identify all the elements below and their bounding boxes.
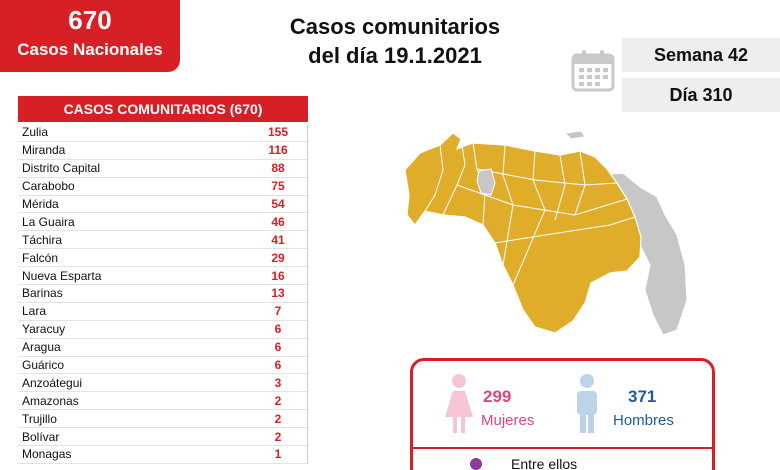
- state-cases: 88: [271, 161, 285, 176]
- state-cases: 1: [274, 447, 282, 462]
- table-row: Miranda 116: [18, 142, 307, 160]
- state-name: Táchira: [22, 232, 63, 247]
- state-cases: 2: [274, 411, 282, 426]
- week-label: Semana 42: [622, 38, 780, 72]
- page-title: Casos comunitarios del día 19.1.2021: [240, 12, 550, 70]
- day-label: Día 310: [622, 78, 780, 112]
- state-name: Trujillo: [22, 411, 57, 426]
- table-row: Barinas 13: [18, 285, 307, 303]
- title-line-2: del día 19.1.2021: [308, 43, 482, 68]
- gender-separator: [410, 447, 715, 449]
- table-row: Lara 7: [18, 303, 307, 321]
- state-cases: 13: [271, 286, 285, 301]
- state-cases: 116: [268, 143, 288, 158]
- map-region-affected: [404, 132, 642, 334]
- bullet-icon: [470, 458, 482, 470]
- table-body: Zulia 155 Miranda 116 Distrito Capital 88 C…: [18, 124, 308, 464]
- state-name: Aragua: [22, 340, 61, 355]
- state-name: Monagas: [22, 447, 72, 462]
- gender-box: [410, 358, 715, 470]
- state-name: Nueva Esparta: [22, 268, 102, 283]
- state-cases: 16: [271, 268, 285, 283]
- table-row: Carabobo 75: [18, 178, 307, 196]
- table-row: Zulia 155: [18, 124, 307, 142]
- map-region-unaffected: [476, 168, 496, 196]
- title-line-1: Casos comunitarios: [289, 14, 501, 39]
- women-count: 299: [483, 387, 512, 406]
- state-cases: 6: [274, 358, 282, 373]
- state-cases: 75: [271, 179, 285, 194]
- table-row: Anzoátegui 3: [18, 374, 307, 393]
- table-row: Nueva Esparta 16: [18, 267, 307, 286]
- state-cases: 2: [274, 429, 282, 444]
- state-cases: 29: [271, 250, 285, 265]
- national-cases-box: 670 Casos Nacionales: [0, 0, 180, 72]
- state-name: Barinas: [22, 286, 63, 301]
- men-count: 371: [628, 387, 657, 406]
- community-cases-table: CASOS COMUNITARIOS (670) Zulia 155 Mirand…: [18, 96, 308, 464]
- men-label: Hombres: [613, 412, 674, 429]
- state-cases: 6: [274, 340, 282, 355]
- table-row: Amazonas 2: [18, 392, 307, 411]
- state-name: Lara: [22, 304, 47, 319]
- state-name: La Guaira: [22, 214, 75, 229]
- state-cases: 7: [274, 304, 282, 319]
- state-name: Zulia: [22, 125, 49, 140]
- table-row: Trujillo 2: [18, 410, 307, 429]
- state-name: Mérida: [22, 197, 59, 211]
- table-row: Mérida 54: [18, 196, 307, 214]
- venezuela-map: [404, 130, 688, 336]
- state-name: Carabobo: [22, 179, 75, 194]
- state-name: Distrito Capital: [22, 161, 101, 176]
- state-name: Amazonas: [22, 393, 79, 408]
- state-cases: 41: [271, 232, 285, 247]
- state-name: Guárico: [22, 358, 65, 373]
- state-name: Falcón: [22, 250, 59, 265]
- woman-icon: [445, 374, 473, 433]
- table-row: Monagas 1: [18, 446, 307, 464]
- national-cases-count: 670: [68, 5, 112, 35]
- state-cases: 54: [271, 197, 285, 211]
- state-name: Bolívar: [22, 429, 60, 444]
- footer-text: Entre ellos: [511, 456, 578, 470]
- state-name: Yaracuy: [22, 322, 66, 337]
- table-row: Yaracuy 6: [18, 321, 307, 339]
- table-row: Bolívar 2: [18, 428, 307, 447]
- national-cases-label: Casos Nacionales: [17, 40, 163, 59]
- table-row: Guárico 6: [18, 357, 307, 375]
- state-cases: 2: [274, 393, 282, 408]
- state-name: Anzoátegui: [22, 375, 83, 390]
- man-icon: [577, 374, 597, 433]
- state-cases: 46: [271, 214, 285, 229]
- table-row: Aragua 6: [18, 339, 307, 357]
- women-label: Mujeres: [481, 412, 535, 429]
- table-header: CASOS COMUNITARIOS (670): [18, 96, 308, 122]
- calendar-icon: [571, 50, 615, 92]
- table-row: La Guaira 46: [18, 213, 307, 232]
- table-row: Falcón 29: [18, 249, 307, 268]
- state-cases: 3: [274, 375, 282, 390]
- state-name: Miranda: [22, 143, 66, 158]
- state-cases: 155: [267, 125, 289, 140]
- map-island: [563, 130, 586, 140]
- state-cases: 6: [274, 322, 282, 337]
- table-row: Táchira 41: [18, 231, 307, 250]
- table-row: Distrito Capital 88: [18, 160, 307, 178]
